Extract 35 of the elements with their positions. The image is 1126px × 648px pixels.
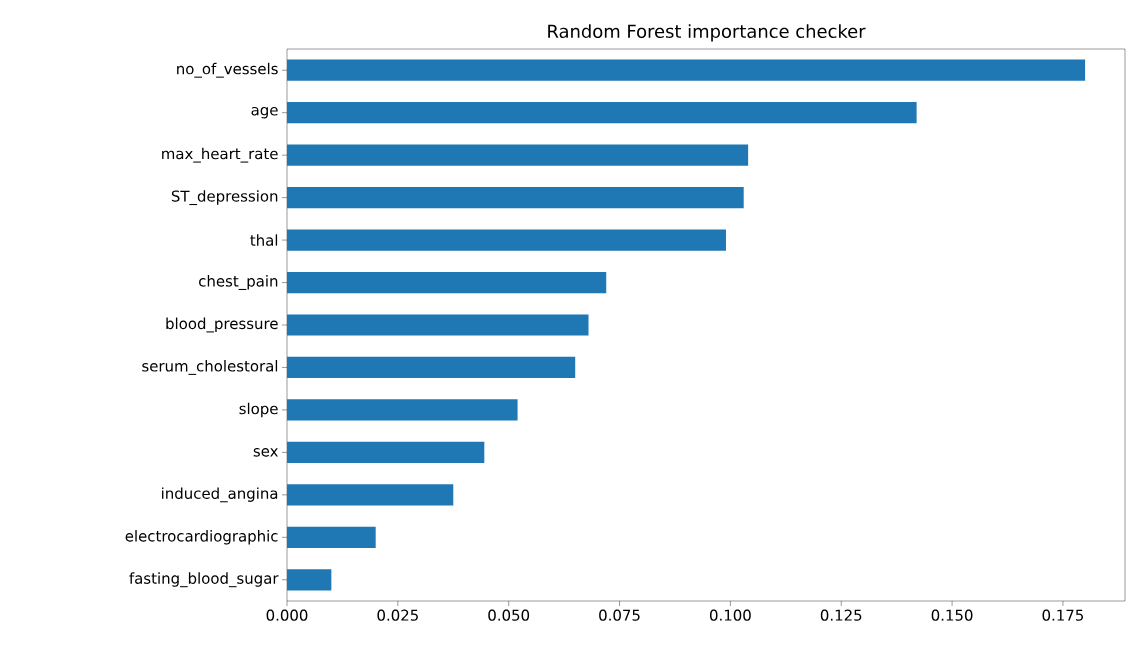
y-tick-label: slope	[239, 402, 278, 418]
x-tick-label: 0.125	[820, 609, 862, 621]
bar	[287, 484, 454, 506]
y-tick-label: chest_pain	[199, 275, 278, 290]
y-tick-label: sex	[253, 448, 278, 457]
y-tick-label: induced_angina	[162, 487, 278, 503]
x-tick-label: 0.050	[488, 609, 530, 621]
bar	[287, 441, 485, 463]
bar	[287, 399, 518, 421]
x-tick-label: 0.025	[377, 609, 418, 621]
y-tick-label: serum_cholestoral	[142, 360, 278, 375]
y-tick-label: no_of_vessels	[177, 62, 278, 78]
bar	[287, 314, 589, 336]
bar	[287, 59, 1086, 81]
y-tick-label: thal	[250, 234, 278, 246]
y-tick-label: fasting_blood_sugar	[129, 572, 279, 588]
y-tick-label: ST_depression	[171, 190, 278, 206]
x-tick-label: 0.000	[266, 609, 308, 621]
y-tick-label: max_heart_rate	[162, 147, 278, 163]
chart-title: Random Forest importance checker	[548, 24, 866, 42]
x-tick-label: 0.175	[1042, 609, 1084, 621]
x-tick-label: 0.075	[599, 609, 640, 621]
x-tick-label: 0.100	[709, 609, 751, 621]
y-tick-label: blood_pressure	[166, 317, 278, 333]
bar	[287, 569, 332, 591]
y-tick-label: age	[251, 106, 278, 119]
bar	[287, 187, 744, 209]
bar	[287, 356, 576, 379]
bar	[287, 102, 917, 124]
bar	[287, 526, 376, 548]
y-tick-label: electrocardiographic	[125, 530, 278, 545]
bar	[287, 271, 607, 294]
bar	[287, 144, 749, 166]
x-tick-label: 0.150	[931, 609, 973, 621]
bar	[287, 229, 726, 251]
